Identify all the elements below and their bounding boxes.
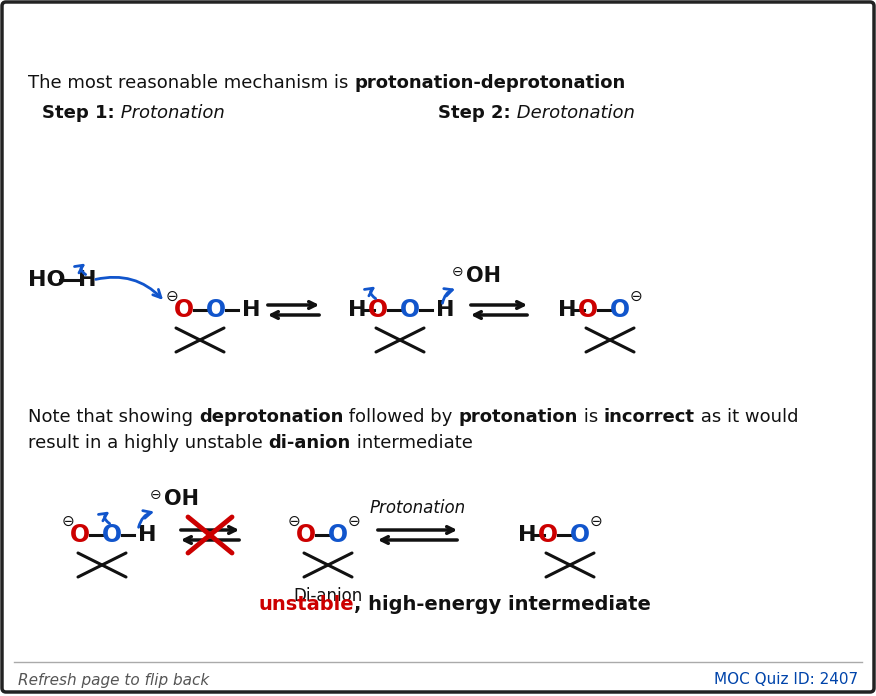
Text: O: O [368,298,388,322]
Text: O: O [102,523,122,547]
Text: di-anion: di-anion [269,434,350,452]
Text: followed by: followed by [343,408,458,426]
Text: The most reasonable mechanism is: The most reasonable mechanism is [28,74,354,92]
Text: O: O [610,298,630,322]
Text: Derotonation: Derotonation [511,104,634,122]
Text: intermediate: intermediate [350,434,473,452]
Text: H: H [558,300,576,320]
Text: H: H [518,525,536,545]
Text: Di-anion: Di-anion [293,587,363,605]
Text: incorrect: incorrect [604,408,695,426]
Text: ⊖: ⊖ [61,514,74,528]
Text: ⊖: ⊖ [150,488,162,502]
Text: O: O [578,298,598,322]
Text: deprotonation: deprotonation [199,408,343,426]
Text: H: H [78,270,96,290]
Text: ⊖: ⊖ [452,265,463,279]
Text: ⊖: ⊖ [590,514,603,528]
Text: protonation: protonation [458,408,577,426]
Text: H: H [138,525,157,545]
Text: ⊖: ⊖ [166,289,179,303]
Text: MOC Quiz ID: 2407: MOC Quiz ID: 2407 [714,672,858,688]
Text: Protonation: Protonation [370,499,465,517]
Text: protonation-deprotonation: protonation-deprotonation [354,74,625,92]
Text: ⊖: ⊖ [348,514,360,528]
Text: O: O [70,523,90,547]
Text: H: H [348,300,366,320]
Text: ⊖: ⊖ [287,514,300,528]
Text: Step 2:: Step 2: [438,104,511,122]
Text: Step 1:: Step 1: [42,104,115,122]
Text: O: O [174,298,194,322]
Text: H: H [242,300,260,320]
Text: H: H [436,300,455,320]
Text: O: O [400,298,420,322]
Text: , high-energy intermediate: , high-energy intermediate [354,595,651,614]
Text: O: O [206,298,226,322]
Text: O: O [570,523,590,547]
Text: OH: OH [164,489,199,509]
Text: is: is [577,408,604,426]
Text: O: O [296,523,316,547]
Text: O: O [538,523,558,547]
Text: HO: HO [28,270,66,290]
Text: as it would: as it would [695,408,798,426]
Text: Protonation: Protonation [115,104,224,122]
Text: Note that showing: Note that showing [28,408,199,426]
Text: Refresh page to flip back: Refresh page to flip back [18,672,209,688]
Text: ⊖: ⊖ [630,289,642,303]
Text: result in a highly unstable: result in a highly unstable [28,434,269,452]
Text: OH: OH [466,266,501,286]
Text: O: O [328,523,348,547]
Text: unstable: unstable [258,595,354,614]
